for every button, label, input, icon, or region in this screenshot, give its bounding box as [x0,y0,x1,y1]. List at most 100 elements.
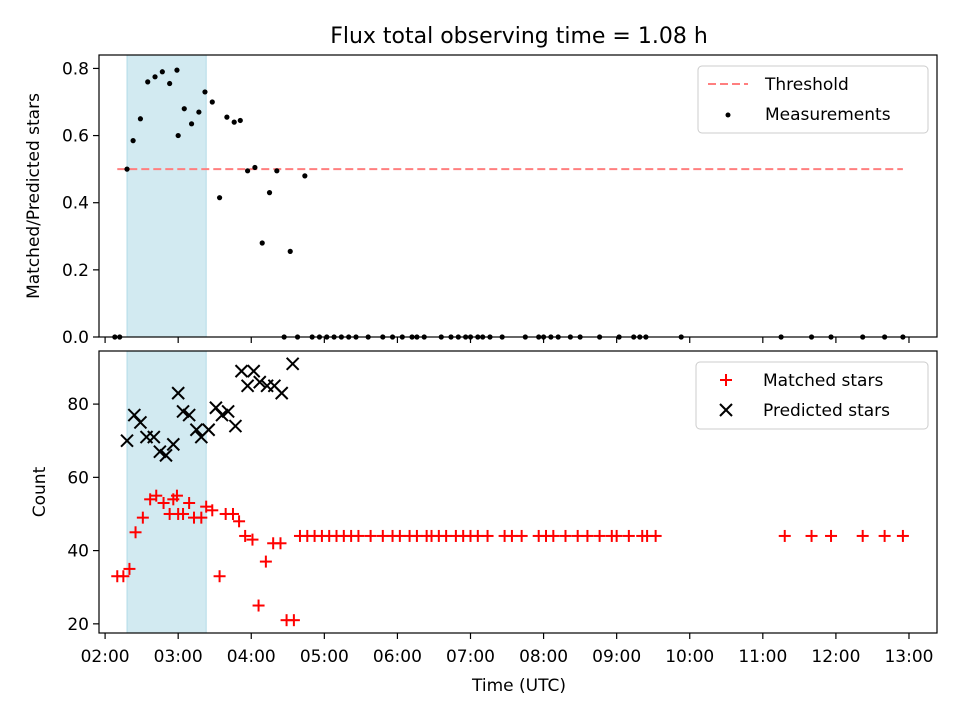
predicted-star-point [159,448,173,463]
matched-star-point [515,529,528,542]
matched-star-point [649,529,662,542]
matched-star-point [252,599,265,612]
predicted-star-point [253,375,267,389]
measurement-point [266,190,273,196]
predicted-star-point [228,419,243,433]
x-tick-label: 03:00 [154,647,203,667]
matched-star-point [259,555,272,568]
matched-star-point [233,515,246,528]
x-axis-label: Time (UTC) [471,676,566,696]
matched-star-point [144,493,157,506]
matched-star-point [246,533,259,546]
figure-title: Flux total observing time = 1.08 h [330,24,708,49]
measurement-point [302,173,308,179]
predicted-star-point [176,404,190,419]
matched-star-point [129,526,142,539]
legend-matched-label: Matched stars [763,371,883,391]
y-tick-label: 0.8 [62,59,89,79]
measurement-point [145,79,151,85]
x-tick-label: 06:00 [373,647,422,667]
matched-star-point [239,529,252,542]
x-tick-label: 08:00 [519,647,568,667]
measurement-point [237,117,243,124]
y-tick-label: 20 [67,615,89,635]
x-tick-label: 02:00 [81,647,130,667]
x-tick-label: 07:00 [446,647,495,667]
measurement-point [244,168,251,174]
matched-star-point [200,500,213,513]
predicted-star-point [182,408,196,422]
matched-star-point [195,511,208,524]
matched-star-point [183,496,196,509]
y-tick-label: 40 [67,542,89,562]
matched-star-point [170,489,183,502]
predicted-star-point [120,434,134,448]
matched-star-point [352,529,365,542]
ratio-panel-y-label: Matched/Predicted stars [24,93,44,299]
measurement-point [274,168,280,174]
legend-predicted-label: Predicted stars [763,401,890,421]
count-panel-border [98,350,938,634]
matched-star-point [481,529,494,542]
count-panel-y-ticks: 20 40 60 80 [67,395,99,635]
predicted-star-point [153,445,167,459]
matched-stars-points [111,489,909,627]
x-tick-label: 13:00 [884,647,933,667]
legend-measurements-label: Measurements [765,105,891,125]
measurement-point [124,166,130,172]
x-tick-label: 10:00 [665,647,714,667]
predicted-star-point [189,423,204,437]
matched-star-point [778,529,791,542]
predicted-star-point [201,423,216,437]
y-tick-label: 60 [67,468,89,488]
predicted-star-point [133,415,148,430]
shaded-interval [126,54,207,338]
legend-box [695,361,929,430]
legend-threshold-label: Threshold [764,75,849,95]
measurement-point [196,109,202,115]
matched-star-point [226,507,239,520]
ratio-panel-y-ticks: 0.0 0.2 0.4 0.6 0.8 [62,59,99,348]
count-panel-y-label: Count [30,466,50,517]
legend-measurements-swatch [725,112,731,118]
count-panel-shaded-interval [126,350,207,634]
matched-star-point [213,570,226,583]
matched-star-point [896,529,909,542]
predicted-star-point [246,364,261,378]
matched-star-point [177,507,190,520]
measurement-point [159,69,165,75]
predicted-star-point [274,386,289,400]
measurement-point [181,106,187,112]
matched-star-point [117,570,130,583]
matched-star-point [157,496,170,509]
matched-star-point [150,489,163,502]
matched-star-point [610,529,623,542]
ratio-panel-border [98,54,938,338]
measurement-point [175,132,181,139]
legend-matched-swatch [720,374,732,386]
predicted-star-point [240,379,255,393]
measurement-point [152,74,158,80]
y-tick-label: 0.2 [62,261,89,281]
measurement-point [130,138,136,144]
matched-star-point [364,529,377,542]
predicted-star-point [221,404,235,419]
ratio-panel-x-ticks [104,337,910,343]
measurement-point [167,80,173,87]
ratio-panel-shaded-interval [126,54,207,338]
legend-box [697,65,929,134]
predicted-star-point [147,430,161,444]
measurement-point [231,119,237,125]
x-tick-label: 05:00 [300,647,349,667]
matched-star-point [559,529,572,542]
measurement-point [174,67,180,73]
count-panel-x-ticks: 02:00 03:00 04:00 05:00 06:00 07:00 08:00 09:00… [81,633,933,667]
ratio-panel: 0.00.20.40.60.8 Matched/Predicted stars … [24,54,938,348]
matched-star-point [547,529,560,542]
matched-star-point [206,504,219,517]
x-tick-label: 12:00 [811,647,860,667]
measurement-point [209,99,215,105]
measurement-point [188,121,195,127]
measurement-point [287,248,293,254]
